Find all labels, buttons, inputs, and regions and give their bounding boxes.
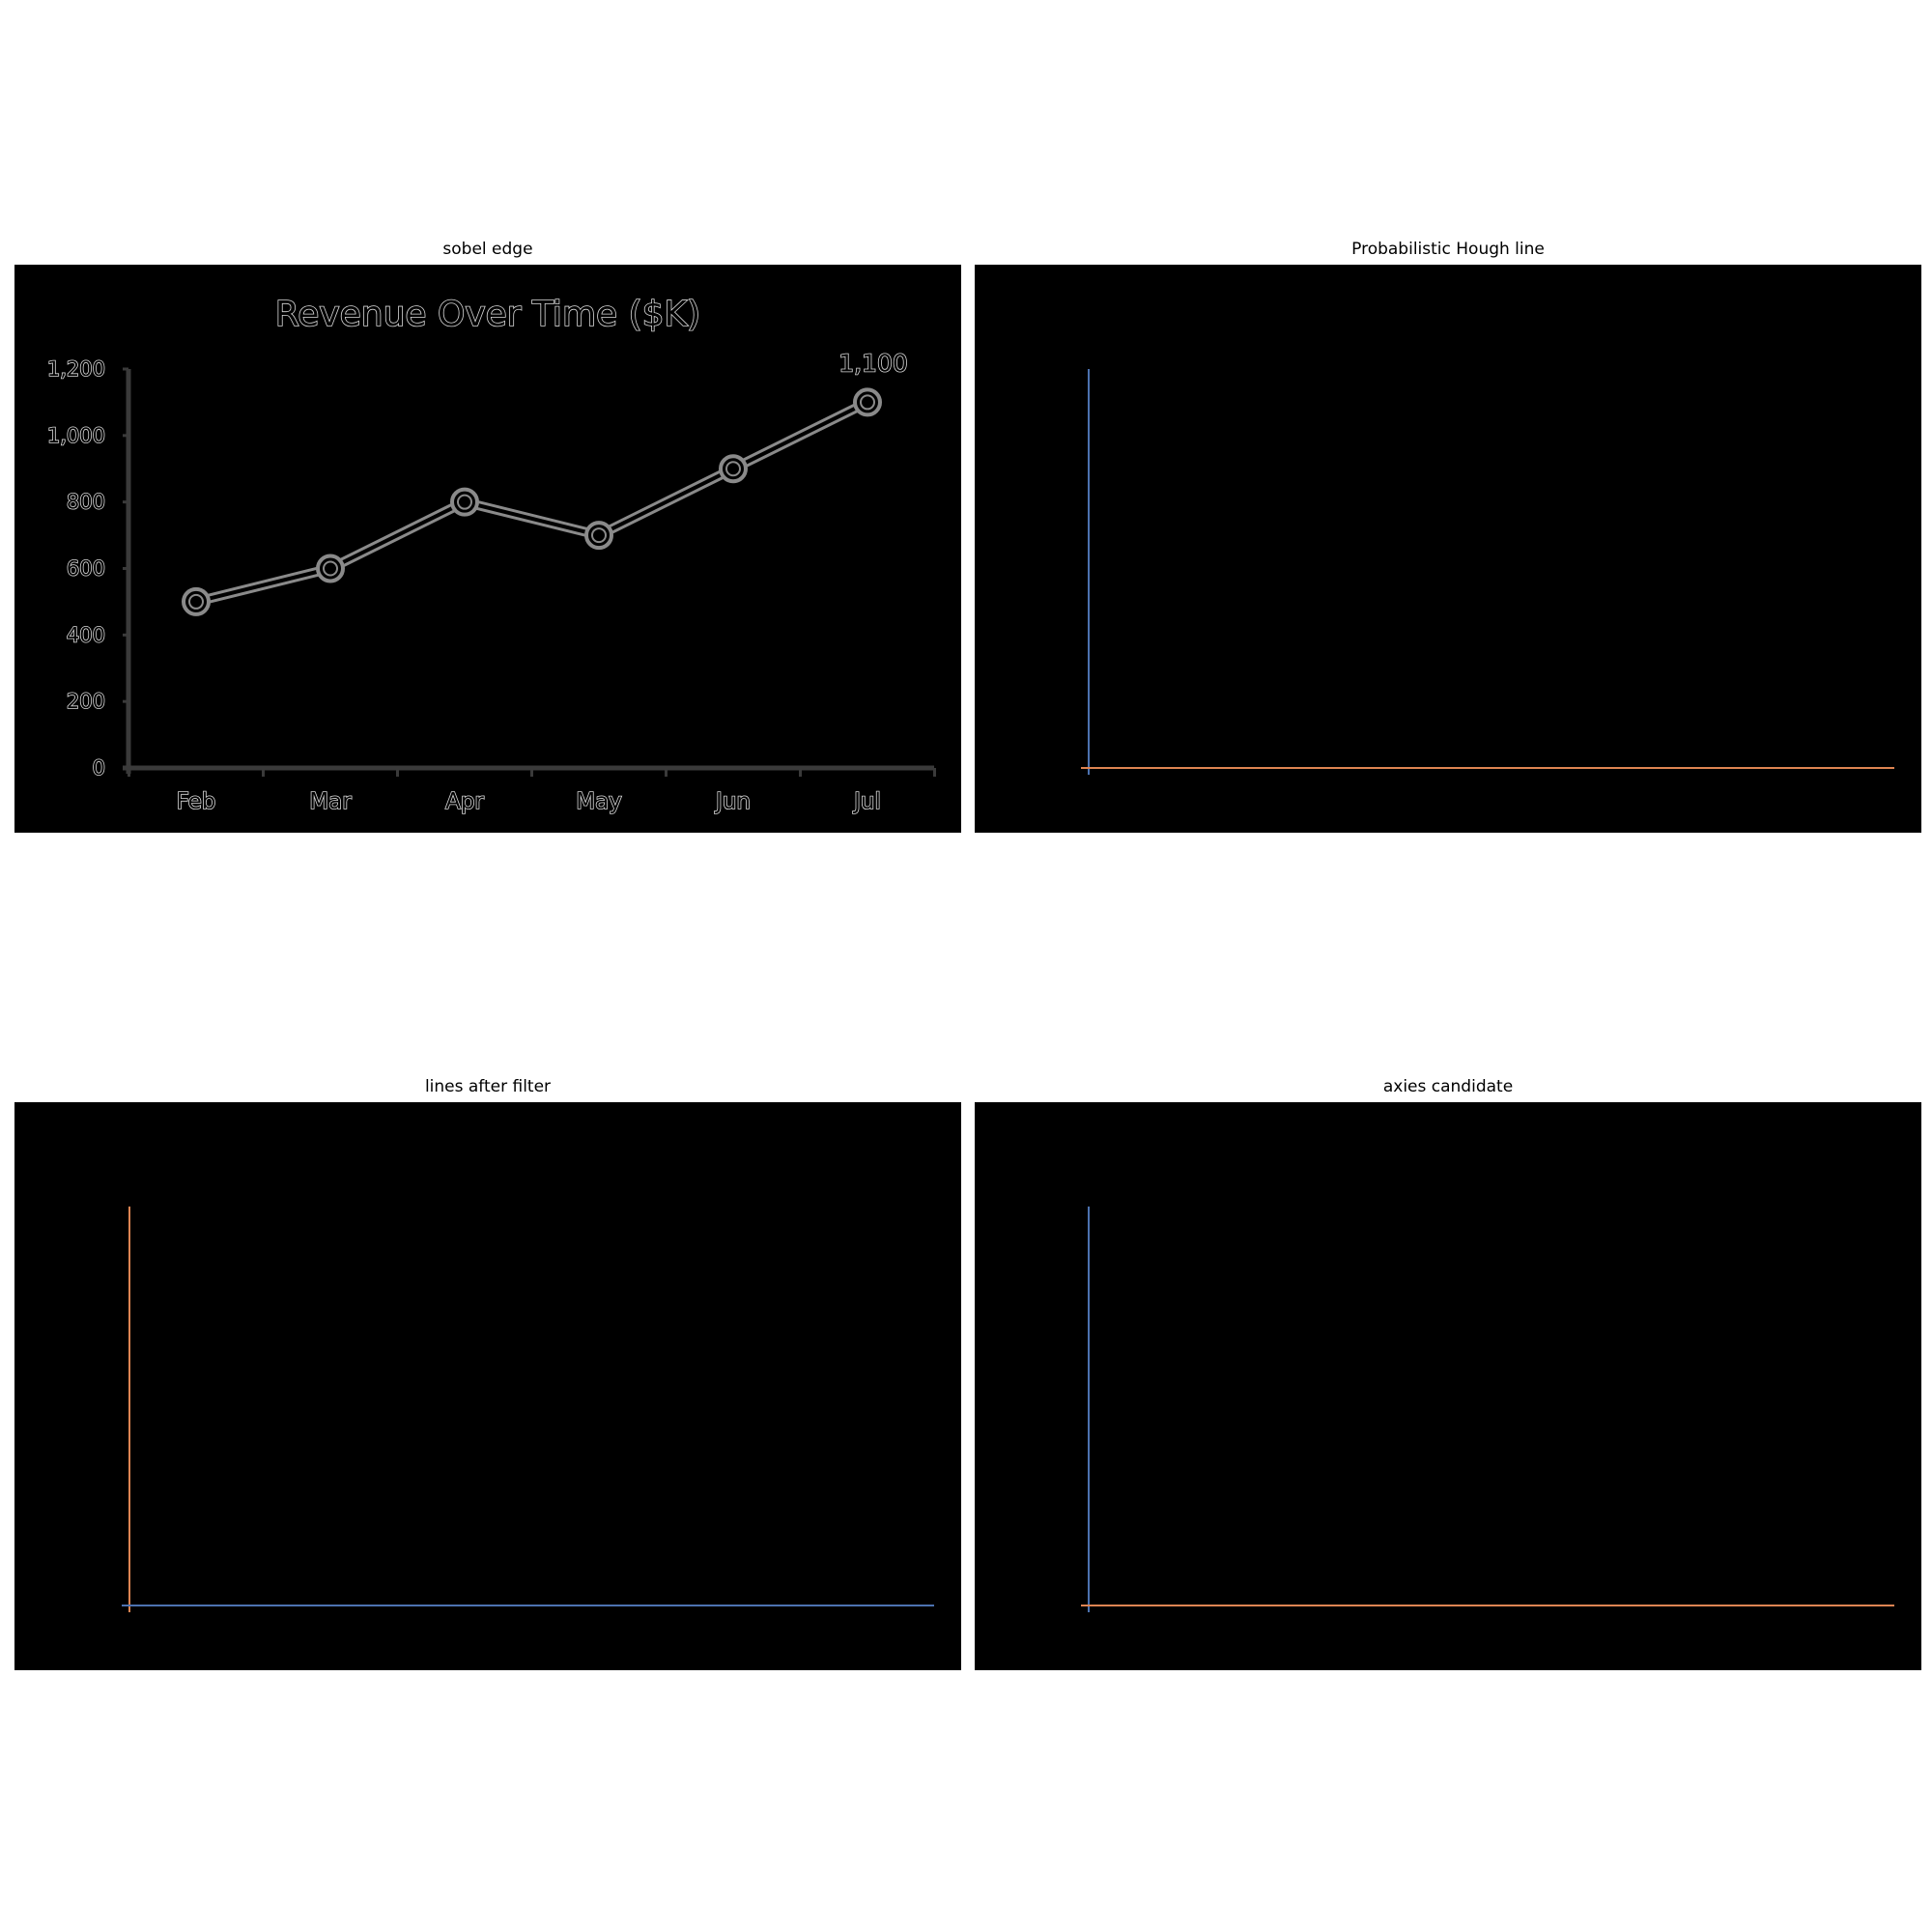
hough-line-panel (975, 265, 1921, 833)
sobel-edge-chart: Revenue Over Time ($K) 0 200 400 600 800 1,00… (46, 294, 936, 815)
x-tick-label: Feb (177, 789, 216, 814)
x-tick-label: Jun (714, 789, 751, 814)
hough-line-plot (1081, 369, 1894, 775)
x-tick-label: Mar (309, 789, 352, 814)
data-label: 1,100 (838, 349, 908, 377)
data-point-inner (323, 560, 338, 577)
y-tick-label: 400 (67, 623, 105, 646)
data-point-inner (860, 394, 875, 411)
y-tick-label: 1,000 (47, 424, 105, 447)
panel-title-axes-candidate: axies candidate (1382, 1077, 1514, 1096)
y-tick-label: 600 (67, 557, 105, 581)
data-point-inner (188, 593, 204, 610)
axes-candidate-panel (975, 1102, 1921, 1670)
x-tick-label: Jul (852, 789, 881, 814)
y-tick-label: 200 (67, 690, 105, 713)
data-point-inner (725, 461, 741, 477)
filtered-lines-plot (122, 1207, 934, 1612)
lines-after-filter-panel (14, 1102, 961, 1670)
axes-candidate-plot (1081, 1207, 1894, 1612)
panel-title-sobel-edge: sobel edge (442, 240, 533, 259)
y-tick-label: 800 (67, 491, 105, 514)
panel-title-lines-after-filter: lines after filter (424, 1077, 552, 1096)
x-tick-label: Apr (445, 789, 484, 814)
data-point-inner (591, 527, 607, 544)
sobel-edge-panel: Revenue Over Time ($K) 0 200 400 600 800 1,00… (14, 265, 961, 833)
y-tick-label: 1,200 (47, 357, 105, 381)
data-point-inner (457, 494, 472, 510)
x-tick-label: May (576, 789, 622, 814)
y-tick-label: 0 (93, 756, 105, 780)
panel-title-hough-line: Probabilistic Hough line (1351, 240, 1545, 259)
series-line-outline (194, 397, 870, 607)
chart-title: Revenue Over Time ($K) (275, 295, 700, 334)
series-line (195, 400, 868, 604)
